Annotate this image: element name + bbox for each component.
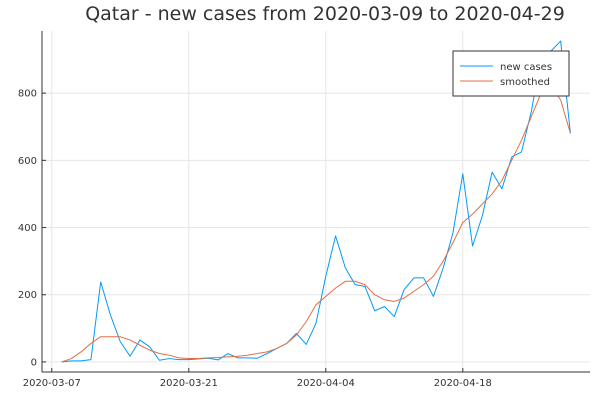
series-lines <box>61 40 571 363</box>
y-tick-label: 600 <box>18 156 37 167</box>
legend-label-new-cases: new cases <box>500 62 552 73</box>
grid <box>42 31 590 372</box>
axes <box>41 31 590 373</box>
legend: new cases smoothed <box>452 50 570 97</box>
tick-labels: 0 200 400 600 800 2020-03-07 2020-03-21 2020-04… <box>18 89 492 389</box>
chart-title: Qatar - new cases from 2020-03-09 to 202… <box>85 3 565 25</box>
y-tick-label: 200 <box>18 290 37 301</box>
legend-label-smoothed: smoothed <box>500 77 550 88</box>
y-tick-label: 0 <box>31 357 37 368</box>
legend-box <box>452 50 570 97</box>
y-tick-label: 400 <box>18 223 37 234</box>
y-tick-label: 800 <box>18 89 37 100</box>
x-tick-label: 2020-03-21 <box>160 378 218 389</box>
series-line-smoothed <box>61 85 571 363</box>
x-tick-label: 2020-04-04 <box>297 378 355 389</box>
x-tick-label: 2020-03-07 <box>23 378 81 389</box>
x-tick-label: 2020-04-18 <box>434 378 492 389</box>
